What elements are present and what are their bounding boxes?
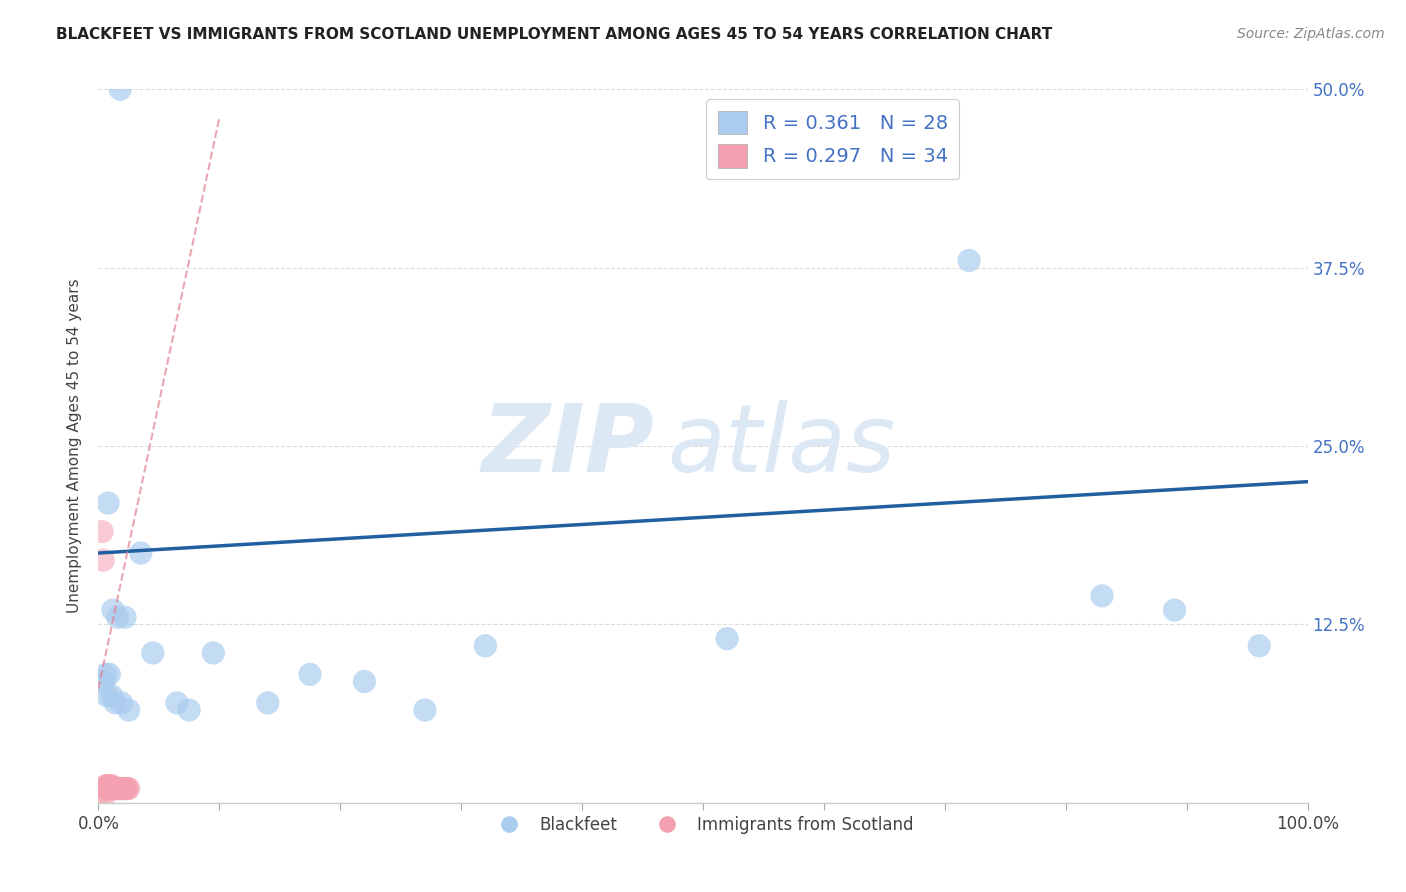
- Point: [118, 703, 141, 717]
- Point: [104, 781, 127, 796]
- Point: [117, 781, 139, 796]
- Point: [1091, 589, 1114, 603]
- Point: [98, 781, 121, 796]
- Point: [108, 781, 131, 796]
- Point: [166, 696, 188, 710]
- Point: [104, 696, 127, 710]
- Point: [94, 667, 117, 681]
- Point: [94, 779, 117, 793]
- Point: [179, 703, 201, 717]
- Point: [100, 779, 122, 793]
- Point: [1163, 603, 1185, 617]
- Point: [97, 496, 120, 510]
- Point: [105, 781, 128, 796]
- Point: [118, 781, 141, 796]
- Point: [142, 646, 165, 660]
- Point: [91, 553, 114, 567]
- Point: [101, 603, 124, 617]
- Point: [94, 781, 117, 796]
- Point: [107, 610, 129, 624]
- Point: [100, 781, 122, 796]
- Point: [100, 779, 122, 793]
- Text: BLACKFEET VS IMMIGRANTS FROM SCOTLAND UNEMPLOYMENT AMONG AGES 45 TO 54 YEARS COR: BLACKFEET VS IMMIGRANTS FROM SCOTLAND UN…: [56, 27, 1053, 42]
- Point: [413, 703, 436, 717]
- Point: [474, 639, 496, 653]
- Text: ZIP: ZIP: [482, 400, 655, 492]
- Legend: Blackfeet, Immigrants from Scotland: Blackfeet, Immigrants from Scotland: [486, 810, 920, 841]
- Text: Source: ZipAtlas.com: Source: ZipAtlas.com: [1237, 27, 1385, 41]
- Point: [110, 696, 132, 710]
- Point: [111, 781, 134, 796]
- Point: [256, 696, 278, 710]
- Point: [105, 781, 128, 796]
- Point: [107, 781, 129, 796]
- Point: [716, 632, 738, 646]
- Point: [115, 781, 138, 796]
- Point: [1249, 639, 1271, 653]
- Point: [114, 610, 136, 624]
- Point: [107, 781, 129, 796]
- Point: [110, 781, 132, 796]
- Text: atlas: atlas: [666, 401, 896, 491]
- Point: [112, 781, 135, 796]
- Point: [97, 781, 120, 796]
- Point: [103, 781, 125, 796]
- Y-axis label: Unemployment Among Ages 45 to 54 years: Unemployment Among Ages 45 to 54 years: [67, 278, 83, 614]
- Point: [96, 689, 118, 703]
- Point: [108, 781, 131, 796]
- Point: [98, 779, 121, 793]
- Point: [299, 667, 322, 681]
- Point: [353, 674, 375, 689]
- Point: [93, 789, 115, 803]
- Point: [91, 524, 114, 539]
- Point: [114, 781, 136, 796]
- Point: [100, 689, 122, 703]
- Point: [100, 781, 122, 796]
- Point: [93, 784, 115, 798]
- Point: [101, 781, 124, 796]
- Point: [108, 82, 131, 96]
- Point: [96, 781, 118, 796]
- Point: [129, 546, 152, 560]
- Point: [101, 781, 124, 796]
- Point: [97, 779, 120, 793]
- Point: [91, 674, 114, 689]
- Point: [98, 667, 121, 681]
- Point: [202, 646, 225, 660]
- Point: [103, 781, 125, 796]
- Point: [96, 779, 118, 793]
- Point: [957, 253, 980, 268]
